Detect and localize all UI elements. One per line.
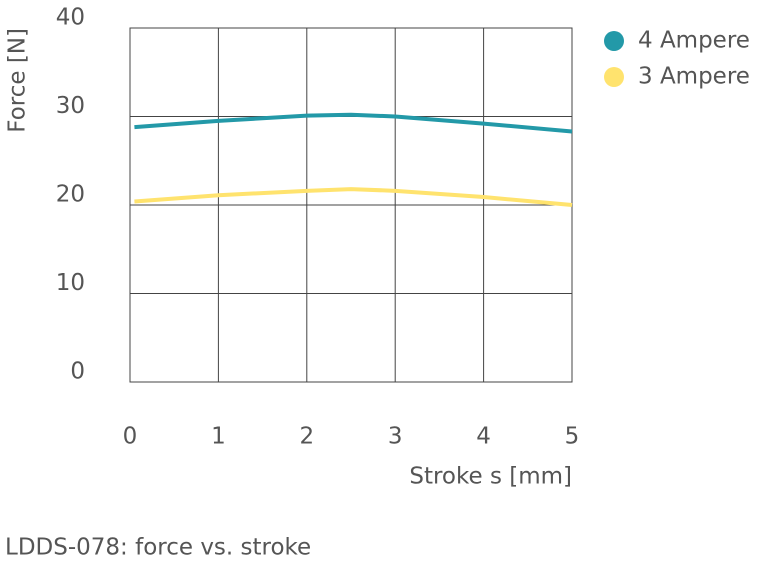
- x-axis-label: Stroke s [mm]: [409, 464, 572, 490]
- series-line: [134, 187, 573, 207]
- x-tick-label: 0: [123, 424, 138, 450]
- y-tick-label: 10: [56, 270, 85, 296]
- series-line: [134, 112, 573, 134]
- caption: LDDS-078: force vs. stroke: [5, 535, 311, 561]
- y-axis-label: Force [N]: [5, 28, 31, 133]
- legend-label: 4 Ampere: [638, 28, 750, 54]
- x-tick-label: 3: [388, 424, 403, 450]
- y-tick-label: 40: [56, 5, 85, 31]
- x-tick-label: 4: [476, 424, 491, 450]
- legend-label: 3 Ampere: [638, 64, 750, 90]
- legend-marker: [604, 31, 624, 51]
- x-tick-label: 5: [565, 424, 580, 450]
- y-tick-label: 0: [70, 359, 85, 385]
- x-tick-label: 2: [299, 424, 314, 450]
- x-tick-label: 1: [211, 424, 226, 450]
- y-tick-label: 20: [56, 182, 85, 208]
- y-tick-label: 30: [56, 93, 85, 119]
- legend-marker: [604, 67, 624, 87]
